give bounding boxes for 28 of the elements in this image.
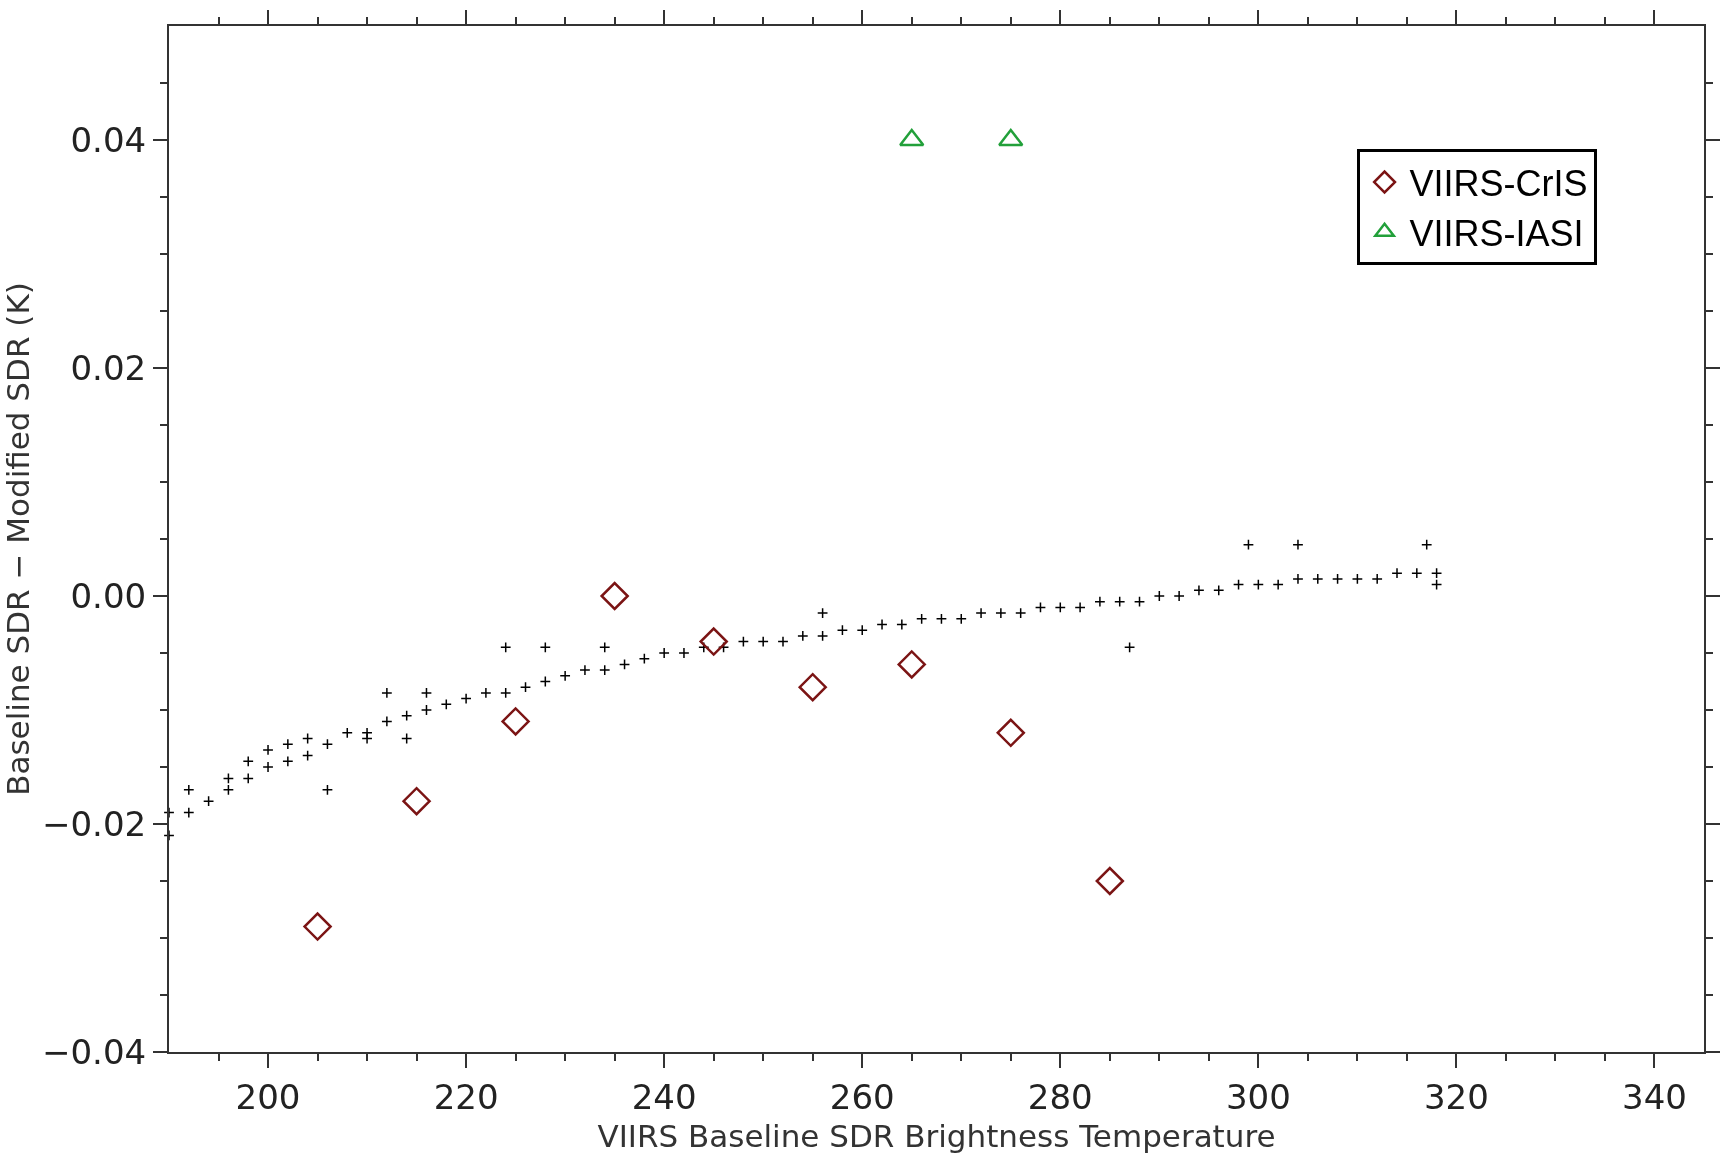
x-tick-label: 280 xyxy=(1027,1076,1093,1117)
point xyxy=(1095,866,1125,896)
x-tick-label: 260 xyxy=(829,1076,895,1117)
legend-label: VIIRS-CrIS xyxy=(1409,163,1588,205)
x-tick-label: 220 xyxy=(433,1076,499,1117)
point xyxy=(897,650,926,679)
point xyxy=(402,786,431,816)
x-tick-label: 340 xyxy=(1622,1076,1687,1117)
point xyxy=(997,128,1024,147)
point xyxy=(501,707,530,736)
point xyxy=(798,672,827,702)
x-axis-title: VIIRS Baseline SDR Brightness Temperature xyxy=(597,1118,1276,1155)
y-tick-label: 0.02 xyxy=(70,347,147,388)
x-tick-label: 240 xyxy=(631,1076,697,1117)
y-tick-label: 0.04 xyxy=(70,119,147,160)
x-tick-label: 200 xyxy=(235,1076,301,1117)
point xyxy=(600,581,629,611)
point xyxy=(699,627,728,656)
x-tick-label: 300 xyxy=(1225,1076,1291,1117)
y-tick-label: −0.04 xyxy=(42,1031,147,1072)
y-tick-label: 0.00 xyxy=(70,575,147,616)
y-tick-label: −0.02 xyxy=(42,803,147,844)
x-tick-label: 320 xyxy=(1423,1076,1489,1117)
point xyxy=(898,128,925,147)
y-axis-title: Baseline SDR − Modified SDR (K) xyxy=(0,282,36,796)
legend-label: VIIRS-IASI xyxy=(1409,212,1584,254)
point xyxy=(303,912,332,941)
point xyxy=(996,718,1026,748)
